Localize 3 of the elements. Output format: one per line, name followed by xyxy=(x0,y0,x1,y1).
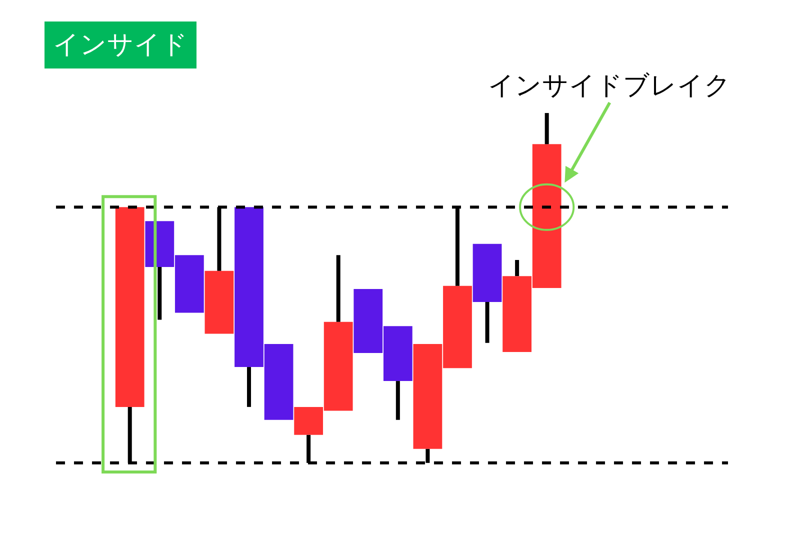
chart-title: インサイド xyxy=(53,30,188,60)
text: インサイドブレイク xyxy=(488,71,731,101)
candlestick xyxy=(472,244,502,343)
